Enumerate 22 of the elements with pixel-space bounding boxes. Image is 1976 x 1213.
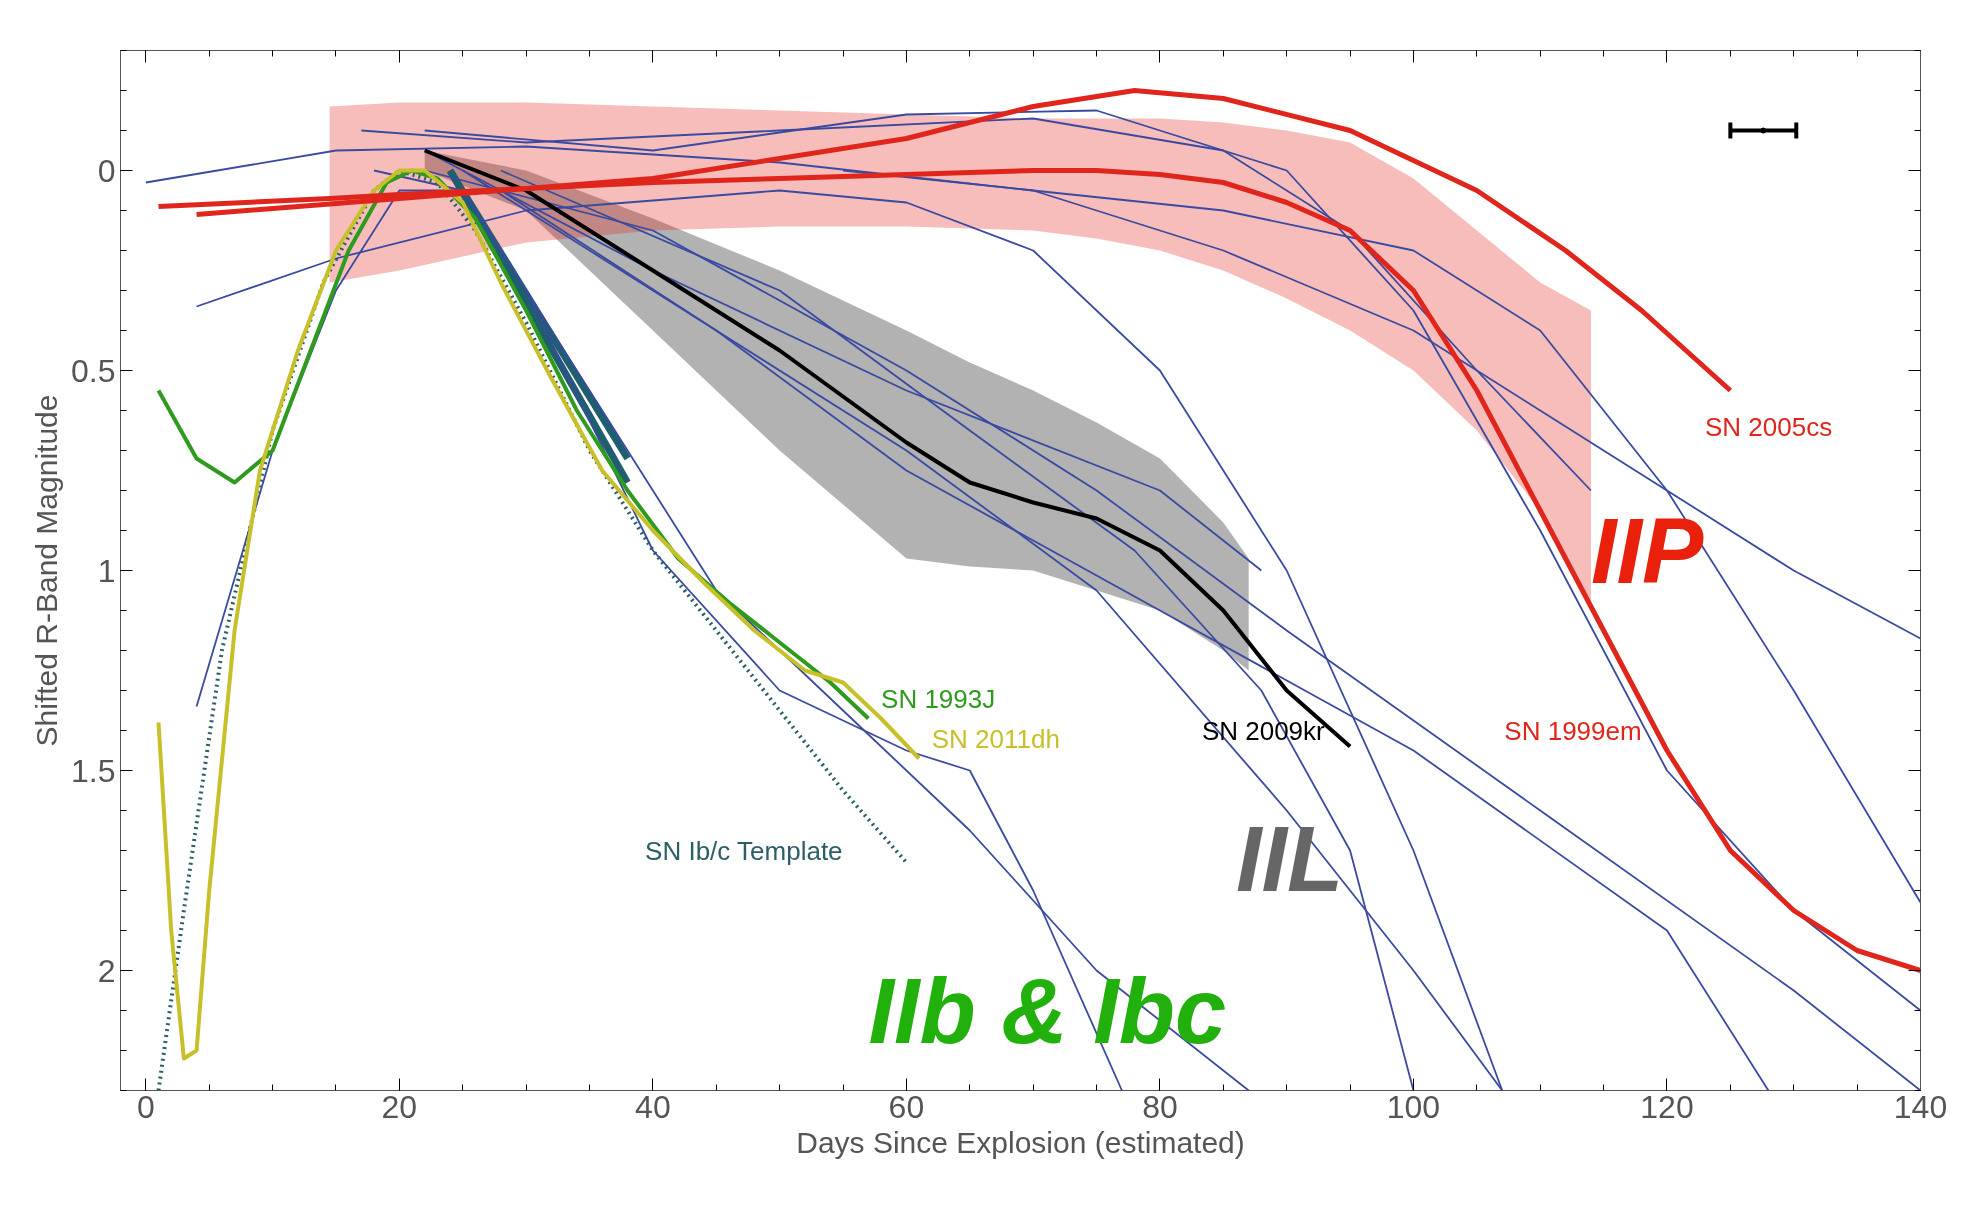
annotation: IIP <box>1590 499 1705 602</box>
y-tick-label: 0.5 <box>71 352 116 389</box>
x-tick-label: 0 <box>136 1088 155 1125</box>
series-label: SN 2005cs <box>1705 411 1833 442</box>
series-label: SN 2011dh <box>931 723 1060 754</box>
x-tick-label: 20 <box>381 1088 418 1125</box>
y-tick-label: 1 <box>97 552 116 589</box>
x-tick-label: 60 <box>888 1088 925 1125</box>
x-tick-label: 140 <box>1893 1088 1948 1125</box>
annotation: IIL <box>1235 807 1344 910</box>
series-label: SN Ib/c Template <box>645 835 843 866</box>
y-tick-label: 0 <box>97 152 116 189</box>
x-tick-label: 40 <box>635 1088 671 1125</box>
y-tick-label: 1.5 <box>71 752 116 789</box>
x-tick-label: 100 <box>1386 1088 1441 1125</box>
series-label: SN 1993J <box>881 683 996 714</box>
y-tick-label: 2 <box>97 952 116 989</box>
x-axis-title: Days Since Explosion (estimated) <box>796 1125 1245 1159</box>
y-axis-title: Shifted R-Band Magnitude <box>30 394 64 747</box>
series-label: SN 1999em <box>1504 715 1642 746</box>
x-tick-label: 80 <box>1142 1088 1178 1125</box>
x-tick-label: 120 <box>1640 1088 1694 1125</box>
